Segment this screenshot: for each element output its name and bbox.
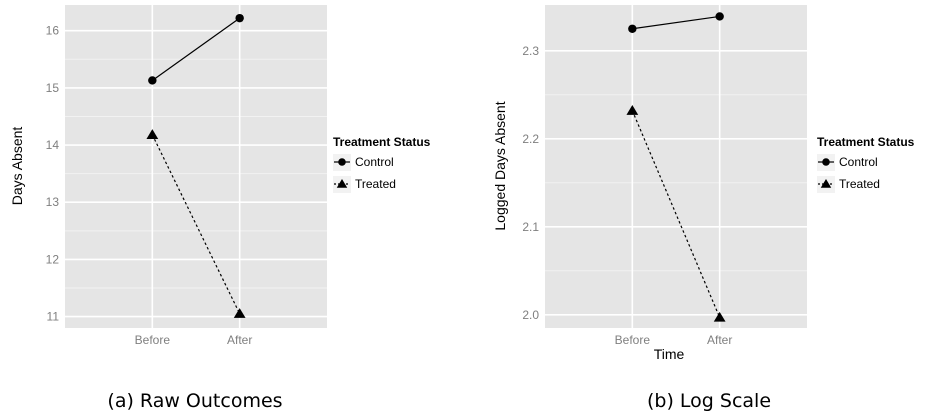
legend-label: Control xyxy=(355,155,394,169)
data-point-treated xyxy=(713,311,726,322)
series-line-control xyxy=(632,15,720,30)
data-point-control xyxy=(235,13,244,23)
x-tick-label: Before xyxy=(615,333,651,347)
y-tick-label: 13 xyxy=(46,195,60,209)
x-tick-label: After xyxy=(707,333,732,347)
y-tick-label: 15 xyxy=(46,81,60,95)
data-point-control xyxy=(148,76,157,85)
chart-caption: (a) Raw Outcomes xyxy=(107,390,282,412)
y-axis-label: Logged Days Absent xyxy=(492,101,508,230)
legend: Treatment Status Control Treated xyxy=(817,135,915,193)
chart-raw-outcomes: 11 12 13 14 15 16 Before After Days Absent Trea… xyxy=(9,5,431,412)
legend-label: Control xyxy=(839,155,878,169)
y-tick-label: 2.2 xyxy=(522,132,539,146)
legend-title: Treatment Status xyxy=(333,135,431,149)
y-tick-label: 14 xyxy=(46,138,60,152)
data-point-treated xyxy=(146,129,159,139)
chart-log-scale: 2.0 2.1 2.2 2.3 Before After Time Logged Days… xyxy=(492,5,915,412)
y-tick-label: 2.1 xyxy=(522,220,539,234)
grid-lines xyxy=(545,5,807,328)
data-point-treated xyxy=(233,308,246,318)
chart-caption: (b) Log Scale xyxy=(647,390,771,412)
x-tick-label: Before xyxy=(135,333,171,347)
series-layer xyxy=(146,13,246,318)
series-layer xyxy=(626,12,726,322)
grid-lines xyxy=(65,5,327,328)
y-axis-label: Days Absent xyxy=(9,127,25,206)
legend-marker-triangle xyxy=(336,179,348,188)
series-line-treated xyxy=(631,110,721,318)
legend-marker-circle xyxy=(338,158,346,166)
tick-labels: 2.0 2.1 2.2 2.3 Before After xyxy=(522,44,732,347)
series-line-control xyxy=(151,17,241,81)
y-tick-label: 2.3 xyxy=(522,44,539,58)
y-tick-label: 12 xyxy=(46,252,60,266)
plot-background xyxy=(65,5,327,328)
y-tick-label: 11 xyxy=(47,310,60,324)
legend-label: Treated xyxy=(355,177,396,191)
plot-background xyxy=(545,5,807,328)
data-point-control xyxy=(715,12,724,21)
x-axis-label: Time xyxy=(654,346,685,362)
legend-marker-circle xyxy=(822,158,830,166)
y-tick-label: 16 xyxy=(46,24,60,38)
tick-labels: 11 12 13 14 15 16 Before After xyxy=(46,24,253,347)
x-tick-label: After xyxy=(227,333,252,347)
legend-title: Treatment Status xyxy=(817,135,915,149)
legend-label: Treated xyxy=(839,177,880,191)
y-tick-label: 2.0 xyxy=(522,308,539,322)
data-point-control xyxy=(628,24,637,33)
legend-marker-triangle xyxy=(820,179,832,188)
series-line-treated xyxy=(151,134,241,314)
legend: Treatment Status Control Treated xyxy=(333,135,431,193)
data-point-treated xyxy=(626,105,639,115)
